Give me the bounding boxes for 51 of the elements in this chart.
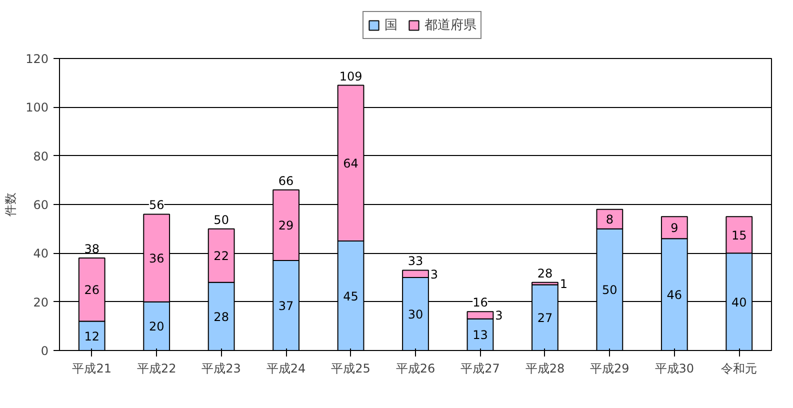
y-tick-label: 20 — [33, 295, 49, 310]
total-label: 66 — [278, 174, 294, 188]
x-tick-label: 令和元 — [721, 362, 758, 376]
total-label: 33 — [408, 254, 424, 268]
data-label: 9 — [670, 221, 678, 236]
data-label: 36 — [148, 252, 164, 266]
x-tick-label: 平成22 — [136, 362, 176, 376]
data-label: 30 — [408, 308, 424, 322]
total-label: 38 — [84, 242, 100, 256]
data-label: 64 — [343, 156, 358, 171]
data-label: 28 — [214, 310, 229, 324]
data-label: 1 — [560, 277, 568, 292]
y-tick-label: 0 — [40, 344, 49, 358]
data-label: 20 — [148, 320, 164, 334]
total-label: 16 — [472, 296, 488, 310]
data-label: 50 — [602, 283, 618, 298]
x-tick-label: 平成21 — [72, 362, 112, 376]
data-label: 12 — [84, 329, 100, 344]
data-label: 45 — [343, 289, 358, 304]
total-label: 50 — [214, 212, 229, 227]
data-label: 46 — [666, 288, 682, 302]
data-label: 13 — [472, 328, 488, 342]
data-label: 29 — [278, 218, 294, 233]
y-tick-label: 100 — [26, 100, 48, 115]
y-tick-label: 80 — [33, 149, 49, 164]
x-tick-label: 平成27 — [460, 362, 500, 376]
total-label: 56 — [148, 198, 164, 212]
legend-label: 国 — [384, 17, 398, 34]
total-label: 28 — [537, 266, 553, 280]
y-axis-title: 件数 — [4, 192, 18, 216]
data-label: 27 — [537, 311, 553, 326]
x-tick-label: 平成28 — [525, 362, 565, 376]
data-label: 22 — [214, 249, 229, 264]
data-label: 15 — [732, 228, 747, 242]
y-tick-label: 120 — [26, 52, 48, 66]
total-label: 109 — [339, 69, 362, 84]
x-tick-label: 平成25 — [331, 362, 370, 376]
data-label: 3 — [495, 308, 503, 323]
y-tick-label: 60 — [33, 198, 49, 212]
data-label: 26 — [84, 283, 100, 298]
y-tick-label: 40 — [33, 246, 49, 261]
x-tick-label: 平成30 — [654, 362, 694, 376]
data-label: 3 — [430, 267, 438, 282]
data-label: 8 — [606, 212, 614, 227]
x-tick-label: 平成26 — [396, 362, 436, 376]
x-tick-label: 平成29 — [590, 362, 630, 376]
legend-label: 都道府県 — [424, 17, 476, 34]
data-label: 40 — [732, 295, 747, 310]
data-label: 37 — [278, 298, 294, 313]
x-tick-label: 平成23 — [202, 362, 241, 376]
x-tick-label: 平成24 — [266, 362, 306, 376]
